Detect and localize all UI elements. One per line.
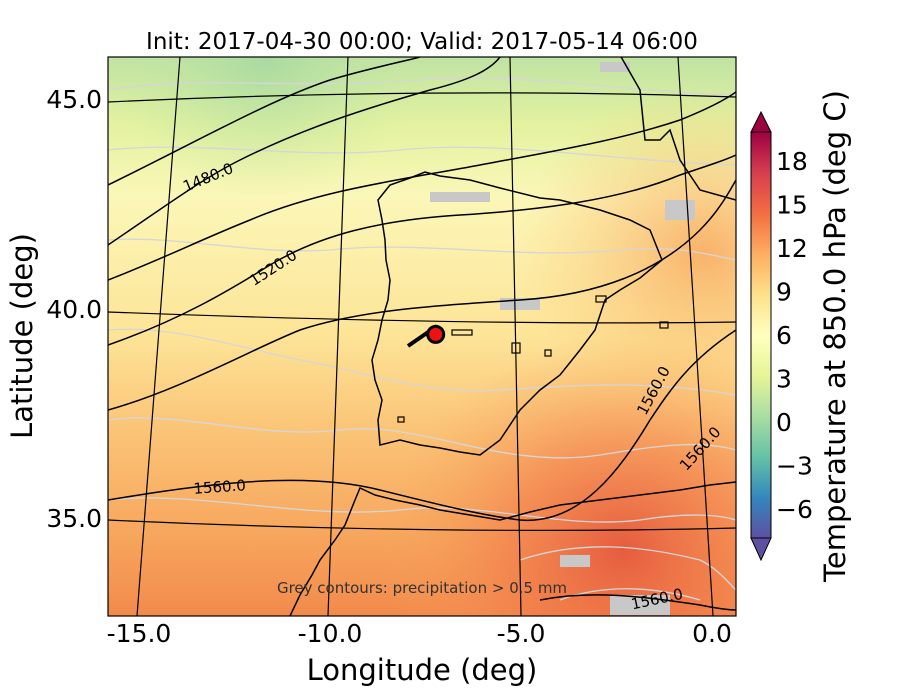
contour-label: 1560.0 (193, 476, 247, 498)
colorbar-ticks: −6 −3 0 3 6 9 12 15 18 (776, 147, 813, 524)
colorbar: −6 −3 0 3 6 9 12 15 18 Temperature at 85… (750, 90, 852, 583)
x-tick-label: -10.0 (298, 619, 363, 648)
colorbar-tick-label: 12 (776, 234, 808, 263)
colorbar-tick-label: 6 (776, 321, 792, 350)
y-tick-label: 40.0 (46, 295, 102, 324)
colorbar-tick-label: 3 (776, 365, 792, 394)
x-tick-label: -5.0 (497, 619, 546, 648)
geopotential-contours (108, 57, 736, 611)
colorbar-label: Temperature at 850.0 hPa (deg C) (818, 90, 852, 583)
colorbar-tick-label: 15 (776, 191, 808, 220)
islands (397, 295, 669, 423)
colorbar-tick-label: −6 (776, 495, 813, 524)
y-tick-labels: 45.0 40.0 35.0 (46, 85, 102, 533)
colorbar-tick-label: 9 (776, 278, 792, 307)
y-tick-label: 35.0 (46, 504, 102, 533)
colorbar-tick-label: 18 (776, 147, 808, 176)
colorbar-scale (750, 131, 772, 539)
coastline (289, 57, 736, 616)
x-tick-label: 0.0 (692, 619, 732, 648)
colorbar-extend-min (750, 537, 772, 562)
x-axis-label: Longitude (deg) (307, 653, 538, 687)
y-tick-label: 45.0 (46, 85, 102, 114)
colorbar-tick-label: −3 (776, 452, 813, 481)
chart-title: Init: 2017-04-30 00:00; Valid: 2017-05-1… (146, 29, 698, 55)
location-marker (426, 324, 446, 344)
map-area: 1480.0 1520.0 1560.0 1560.0 1560.0 1560.… (108, 57, 736, 616)
y-axis-label: Latitude (deg) (5, 233, 39, 439)
x-tick-label: -15.0 (107, 619, 172, 648)
colorbar-extend-max (750, 110, 772, 133)
x-tick-labels: -15.0 -10.0 -5.0 0.0 (107, 619, 732, 648)
colorbar-tick-label: 0 (776, 408, 792, 437)
graticule (108, 57, 736, 616)
axes-frame (107, 56, 737, 617)
precipitation-note: Grey contours: precipitation > 0.5 mm (277, 579, 567, 597)
